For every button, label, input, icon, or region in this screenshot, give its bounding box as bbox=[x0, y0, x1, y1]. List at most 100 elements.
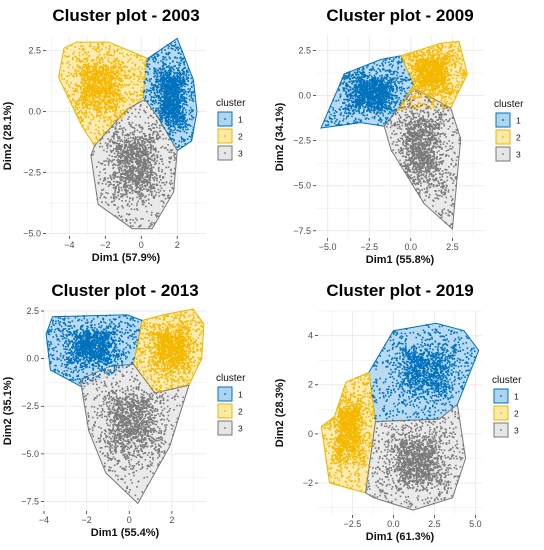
data-point bbox=[97, 141, 99, 143]
data-point bbox=[142, 127, 144, 130]
data-point bbox=[110, 151, 113, 153]
data-point bbox=[161, 169, 163, 171]
data-point bbox=[185, 103, 188, 106]
data-point bbox=[105, 67, 107, 70]
data-point bbox=[116, 85, 119, 88]
data-point bbox=[162, 78, 165, 81]
data-point bbox=[83, 48, 86, 51]
data-point bbox=[100, 66, 103, 69]
data-point bbox=[85, 101, 87, 104]
data-point bbox=[387, 112, 390, 115]
data-point bbox=[132, 150, 135, 153]
data-point bbox=[141, 177, 144, 179]
data-point bbox=[160, 130, 162, 132]
data-point bbox=[158, 118, 161, 121]
data-point bbox=[142, 180, 144, 182]
data-point bbox=[103, 90, 106, 92]
data-point bbox=[87, 87, 89, 89]
data-point bbox=[113, 195, 115, 198]
data-point bbox=[129, 179, 131, 181]
data-point bbox=[370, 82, 373, 84]
data-point bbox=[92, 83, 95, 85]
data-point bbox=[90, 131, 92, 134]
data-point bbox=[360, 82, 362, 85]
data-point bbox=[165, 52, 167, 55]
data-point bbox=[91, 73, 94, 75]
data-point bbox=[124, 128, 127, 131]
y-tick-label: −5.0 bbox=[23, 229, 41, 239]
data-point bbox=[141, 152, 143, 155]
data-point bbox=[185, 97, 188, 100]
data-point bbox=[169, 189, 171, 192]
data-point bbox=[157, 112, 160, 114]
data-point bbox=[162, 104, 165, 107]
data-point bbox=[129, 168, 131, 171]
data-point bbox=[108, 100, 110, 102]
data-point bbox=[169, 76, 172, 79]
data-point bbox=[76, 57, 78, 60]
data-point bbox=[134, 221, 136, 224]
data-point bbox=[156, 109, 158, 112]
data-point bbox=[173, 139, 175, 142]
data-point bbox=[172, 101, 175, 103]
data-point bbox=[112, 166, 115, 169]
data-point bbox=[97, 81, 100, 83]
data-point bbox=[165, 110, 167, 113]
data-point bbox=[84, 81, 86, 84]
data-point bbox=[177, 94, 179, 97]
data-point bbox=[175, 75, 178, 78]
data-point bbox=[82, 118, 84, 121]
data-point bbox=[149, 152, 151, 154]
data-point bbox=[105, 91, 108, 94]
data-point bbox=[78, 65, 80, 68]
data-point bbox=[99, 94, 102, 96]
data-point bbox=[152, 54, 155, 56]
data-point bbox=[157, 61, 159, 64]
data-point bbox=[174, 56, 177, 58]
data-point bbox=[166, 106, 168, 109]
data-point bbox=[124, 168, 126, 171]
data-point bbox=[140, 193, 143, 196]
data-point bbox=[80, 81, 82, 84]
data-point bbox=[131, 67, 133, 70]
data-point bbox=[187, 77, 190, 79]
data-point bbox=[112, 77, 114, 79]
data-point bbox=[167, 166, 170, 168]
data-point bbox=[390, 86, 393, 89]
data-point bbox=[104, 111, 106, 113]
data-point bbox=[123, 74, 126, 76]
data-point bbox=[177, 126, 179, 128]
data-point bbox=[103, 107, 106, 109]
data-point bbox=[112, 194, 115, 196]
data-point bbox=[188, 99, 191, 101]
data-point bbox=[105, 131, 108, 133]
data-point bbox=[175, 97, 178, 100]
data-point bbox=[124, 101, 127, 103]
data-point bbox=[162, 108, 164, 111]
data-point bbox=[85, 105, 87, 108]
data-point bbox=[148, 202, 150, 205]
data-point bbox=[98, 106, 101, 109]
data-point bbox=[104, 172, 107, 174]
data-point bbox=[84, 69, 86, 71]
data-point bbox=[98, 115, 100, 117]
data-point bbox=[95, 137, 98, 140]
data-point bbox=[177, 68, 179, 70]
data-point bbox=[163, 68, 166, 70]
data-point bbox=[96, 89, 98, 91]
data-point bbox=[113, 198, 116, 200]
data-point bbox=[102, 129, 104, 132]
data-point bbox=[162, 64, 164, 67]
data-point bbox=[117, 145, 120, 148]
data-point bbox=[346, 76, 349, 79]
data-point bbox=[170, 100, 172, 102]
data-point bbox=[168, 65, 170, 67]
data-point bbox=[153, 176, 156, 178]
data-point bbox=[359, 71, 362, 74]
data-point bbox=[180, 73, 183, 76]
data-point bbox=[159, 71, 161, 74]
data-point bbox=[112, 120, 115, 123]
data-point bbox=[168, 76, 170, 78]
data-point bbox=[171, 137, 174, 140]
data-point bbox=[151, 169, 153, 171]
